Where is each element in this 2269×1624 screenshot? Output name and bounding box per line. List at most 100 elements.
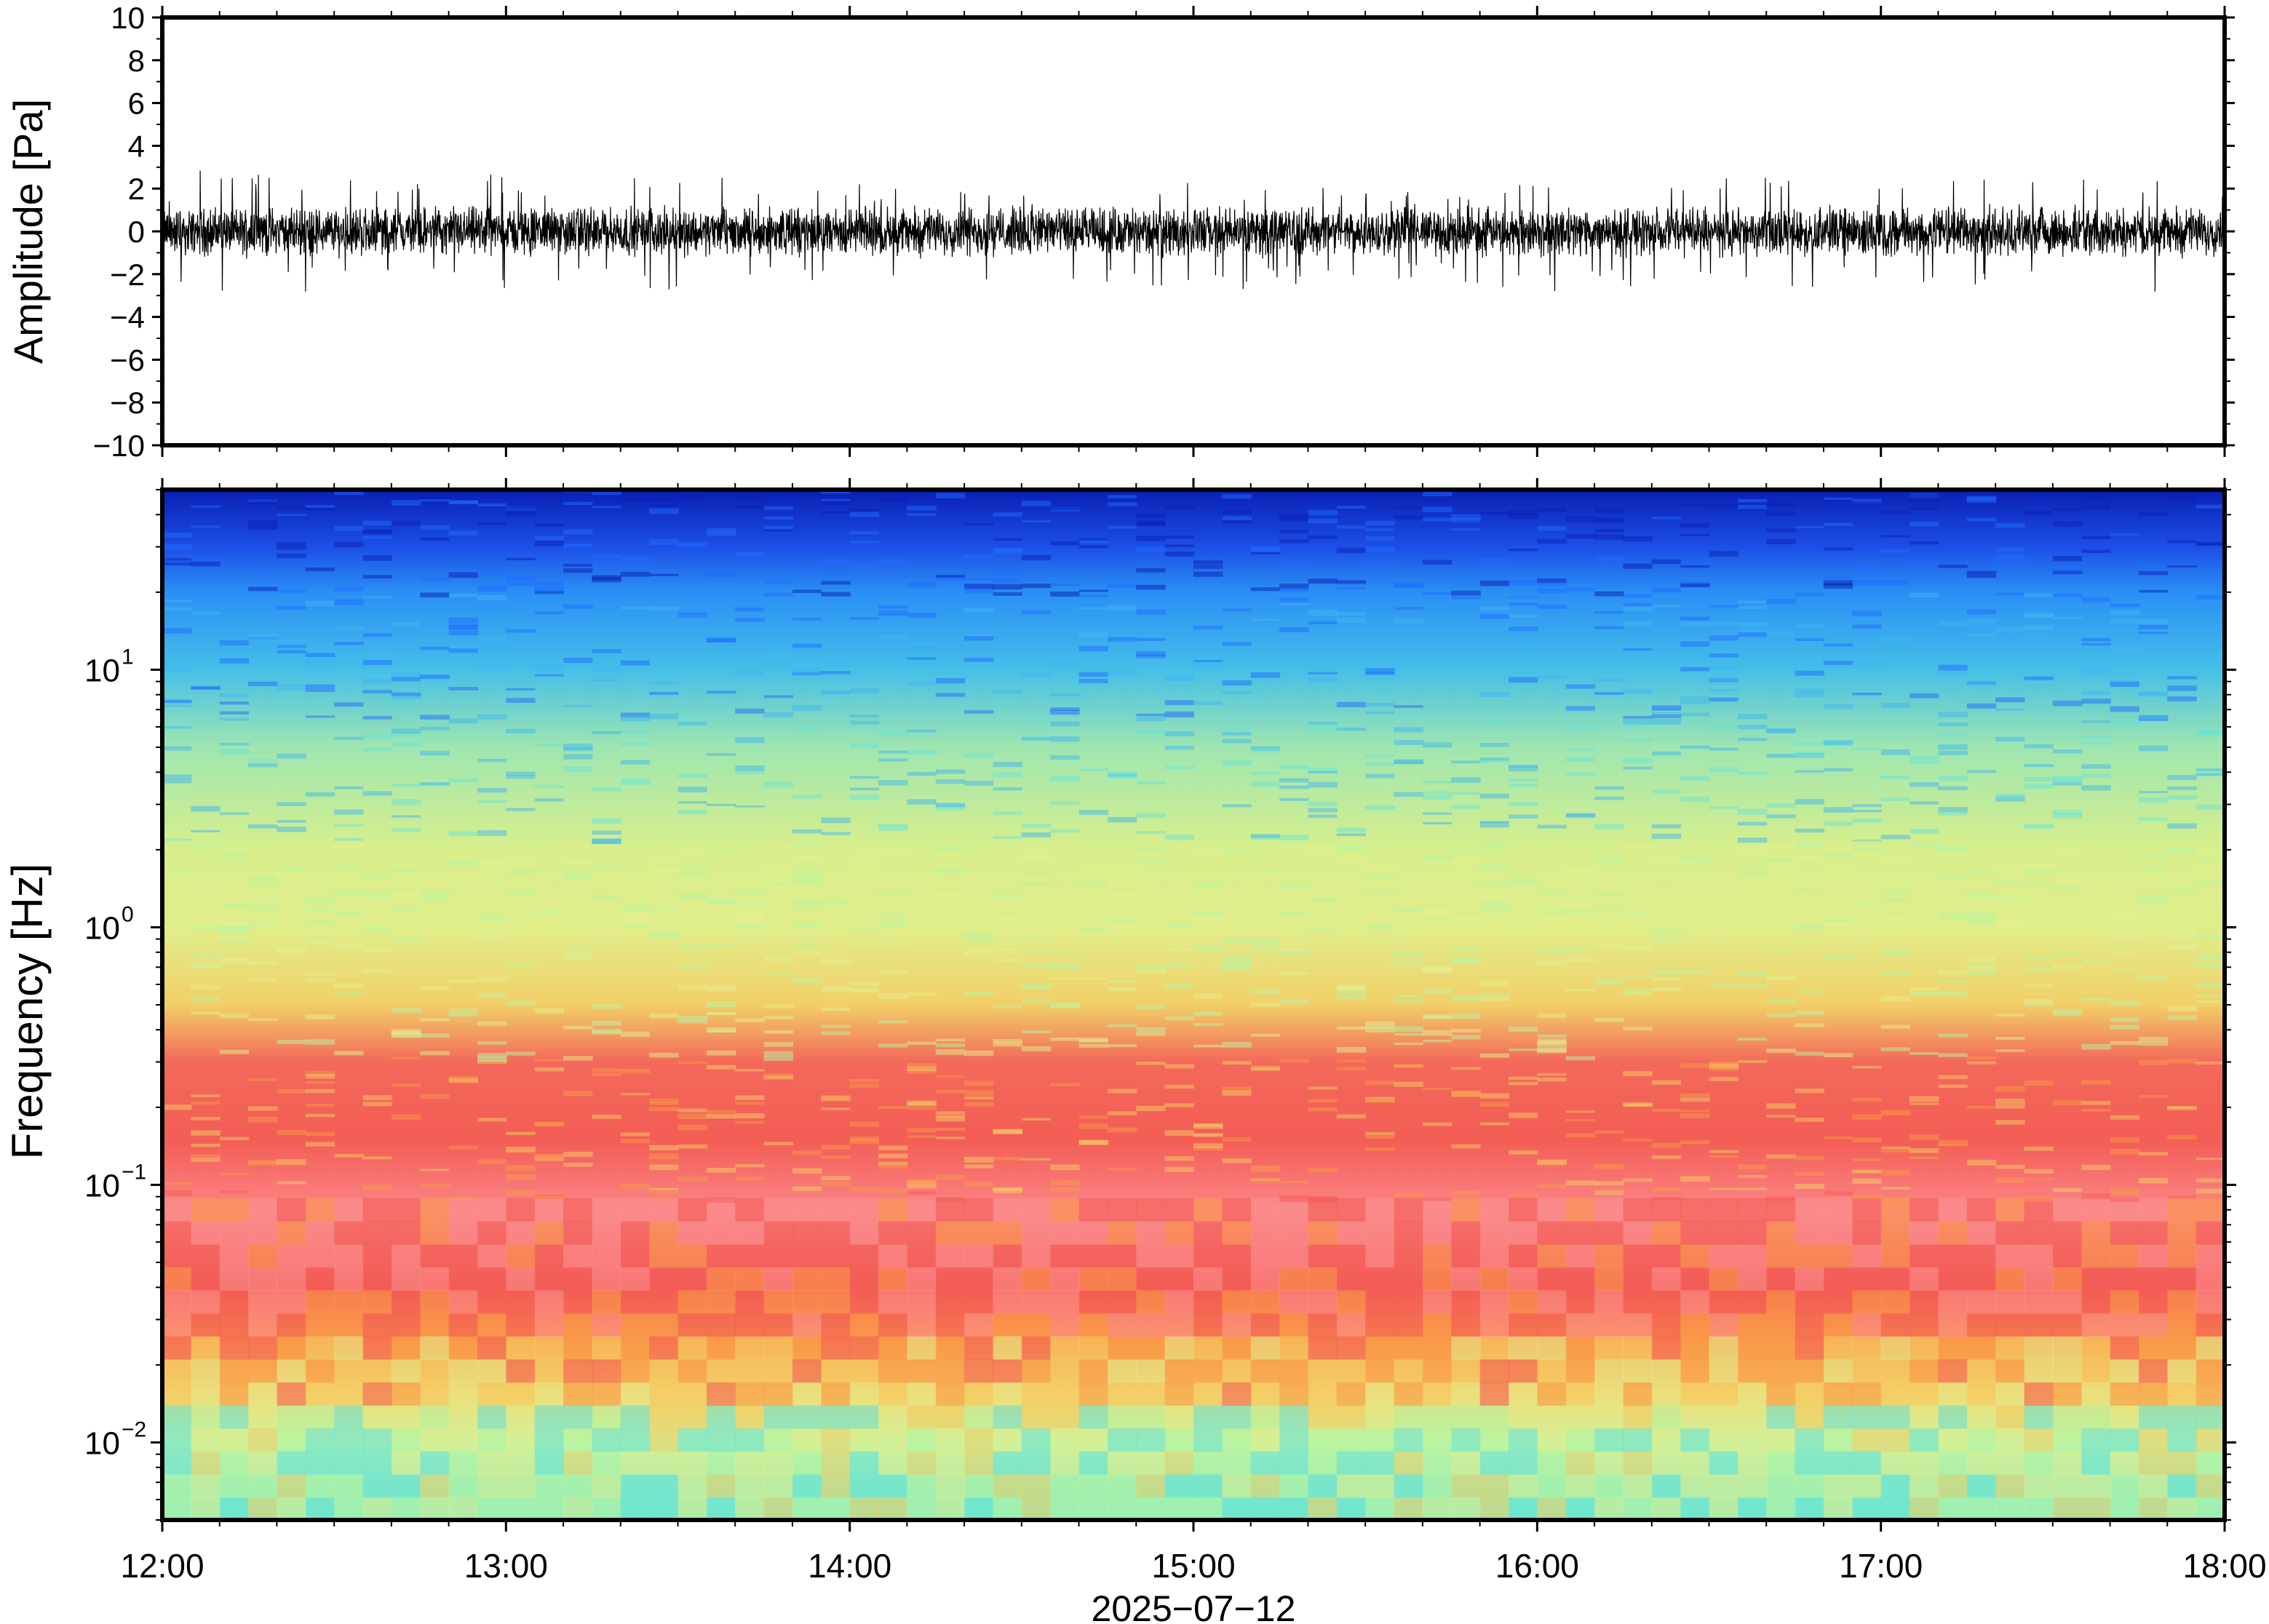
- spectrogram-cell: [1222, 1405, 1252, 1429]
- spectrogram-streak: [1250, 890, 1281, 896]
- spectrogram-streak: [1222, 520, 1252, 524]
- spectrogram-streak: [1021, 1046, 1052, 1051]
- spectrogram-streak: [219, 749, 250, 755]
- spectrogram-cell: [248, 1473, 278, 1498]
- spectrogram-cell: [1910, 1243, 1939, 1268]
- spectrogram-streak: [1737, 1175, 1768, 1178]
- spectrogram-cell: [1966, 1473, 1997, 1498]
- spectrogram-streak: [191, 1101, 220, 1104]
- spectrogram-streak: [1422, 989, 1453, 994]
- spectrogram-streak: [1479, 757, 1509, 761]
- spectrogram-streak: [620, 885, 651, 888]
- spectrogram-streak: [1021, 883, 1052, 886]
- spectrogram-streak: [391, 1031, 421, 1037]
- spectrogram-cell: [878, 1198, 908, 1222]
- spectrogram-cell: [2081, 1382, 2111, 1406]
- spectrogram-streak: [1795, 1171, 1824, 1176]
- spectrogram-cell: [391, 1243, 421, 1268]
- spectrogram-streak: [792, 889, 822, 895]
- spectrogram-streak: [1537, 960, 1567, 966]
- spectrogram-cell: [1565, 1221, 1596, 1245]
- spectrogram-streak: [1021, 717, 1052, 721]
- spectrogram-cell: [706, 1267, 736, 1291]
- spectrogram-cell: [1966, 1497, 1997, 1520]
- spectrogram-streak: [219, 852, 250, 856]
- spectrogram-streak: [1136, 729, 1166, 734]
- spectrogram-cell: [1623, 1289, 1653, 1314]
- spectrogram-streak: [620, 1183, 651, 1189]
- spectrogram-streak: [1422, 1014, 1453, 1019]
- spectrogram-cell: [821, 1243, 851, 1268]
- spectrogram-streak: [191, 611, 220, 615]
- spectrogram-streak: [1823, 643, 1853, 647]
- spectrogram-cell: [1479, 1221, 1509, 1245]
- spectrogram-streak: [792, 842, 822, 845]
- waveform-x-ticks: [161, 6, 2226, 457]
- spectrogram-streak: [1336, 1047, 1367, 1053]
- spectrogram-streak: [1136, 654, 1166, 658]
- spectrogram-cell: [1078, 1289, 1108, 1314]
- spectrogram-cell: [1823, 1243, 1853, 1268]
- spectrogram-cell: [1651, 1336, 1682, 1360]
- spectrogram-streak: [563, 876, 593, 880]
- spectrogram-cell: [1795, 1358, 1824, 1383]
- spectrogram-streak: [1394, 1026, 1423, 1032]
- spectrogram-cell: [620, 1451, 651, 1475]
- spectrogram-cell: [362, 1473, 392, 1498]
- spectrogram-streak: [1078, 1139, 1108, 1145]
- spectrogram-streak: [792, 1186, 822, 1191]
- spectrogram-streak: [1823, 807, 1853, 813]
- spectrogram-cell: [1565, 1473, 1596, 1498]
- spectrogram-streak: [162, 562, 192, 566]
- spectrogram-streak: [878, 1145, 908, 1150]
- spectrogram-cell: [2138, 1336, 2169, 1360]
- spectrogram-cell: [1709, 1405, 1738, 1429]
- spectrogram-streak: [677, 895, 707, 899]
- spectrogram-streak: [1394, 952, 1423, 957]
- spectrogram-cell: [1565, 1243, 1596, 1268]
- spectrogram-cell: [162, 1405, 192, 1429]
- spectrogram-cell: [1823, 1473, 1853, 1498]
- spectrogram-streak: [1021, 853, 1052, 860]
- spectrogram-cell: [1107, 1267, 1137, 1291]
- spectrogram-streak: [477, 934, 507, 940]
- spectrogram-cell: [448, 1428, 478, 1452]
- spectrogram-cell: [2052, 1428, 2083, 1452]
- spectrogram-streak: [1938, 1084, 1968, 1088]
- spectrogram-cell: [907, 1198, 937, 1222]
- spectrogram-cell: [563, 1313, 593, 1337]
- spectrogram-streak: [592, 896, 621, 900]
- spectrogram-cell: [162, 1497, 192, 1520]
- spectrogram-cell: [2081, 1451, 2111, 1475]
- spectrogram-streak: [2081, 998, 2111, 1001]
- spectrogram-cell: [362, 1382, 392, 1406]
- spectrogram-streak: [1365, 924, 1395, 930]
- spectrogram-cell: [1852, 1336, 1882, 1360]
- spectrogram-streak: [1594, 854, 1624, 858]
- spectrogram-streak: [1308, 1086, 1338, 1090]
- spectrogram-cell: [1565, 1267, 1596, 1291]
- spectrogram-streak: [1938, 733, 1968, 737]
- spectrogram-streak: [1021, 1030, 1052, 1033]
- spectrogram-cell: [1795, 1267, 1824, 1291]
- spectrogram-streak: [362, 1185, 392, 1190]
- spectrogram-streak: [1737, 875, 1768, 882]
- spectrogram-streak: [592, 575, 621, 581]
- spectrogram-cell: [1479, 1405, 1509, 1429]
- spectrogram-streak: [305, 1088, 335, 1094]
- spectrogram-streak: [248, 824, 278, 829]
- spectrogram-streak: [362, 873, 392, 878]
- spectrogram-cell: [849, 1243, 880, 1268]
- spectrogram-cell: [1966, 1405, 1997, 1429]
- spectrogram-streak: [1250, 941, 1281, 947]
- spectrogram-streak: [878, 498, 908, 503]
- spectrogram-streak: [1623, 992, 1653, 995]
- spectrogram-streak: [706, 1110, 736, 1113]
- spectrogram-cell: [219, 1473, 250, 1498]
- spectrogram-cell: [821, 1336, 851, 1360]
- spectrogram-streak: [1910, 843, 1939, 848]
- spectrogram-streak: [1451, 1067, 1481, 1070]
- spectrogram-streak: [1479, 882, 1509, 886]
- spectrogram-cell: [1365, 1428, 1395, 1452]
- spectrogram-cell: [1479, 1497, 1509, 1520]
